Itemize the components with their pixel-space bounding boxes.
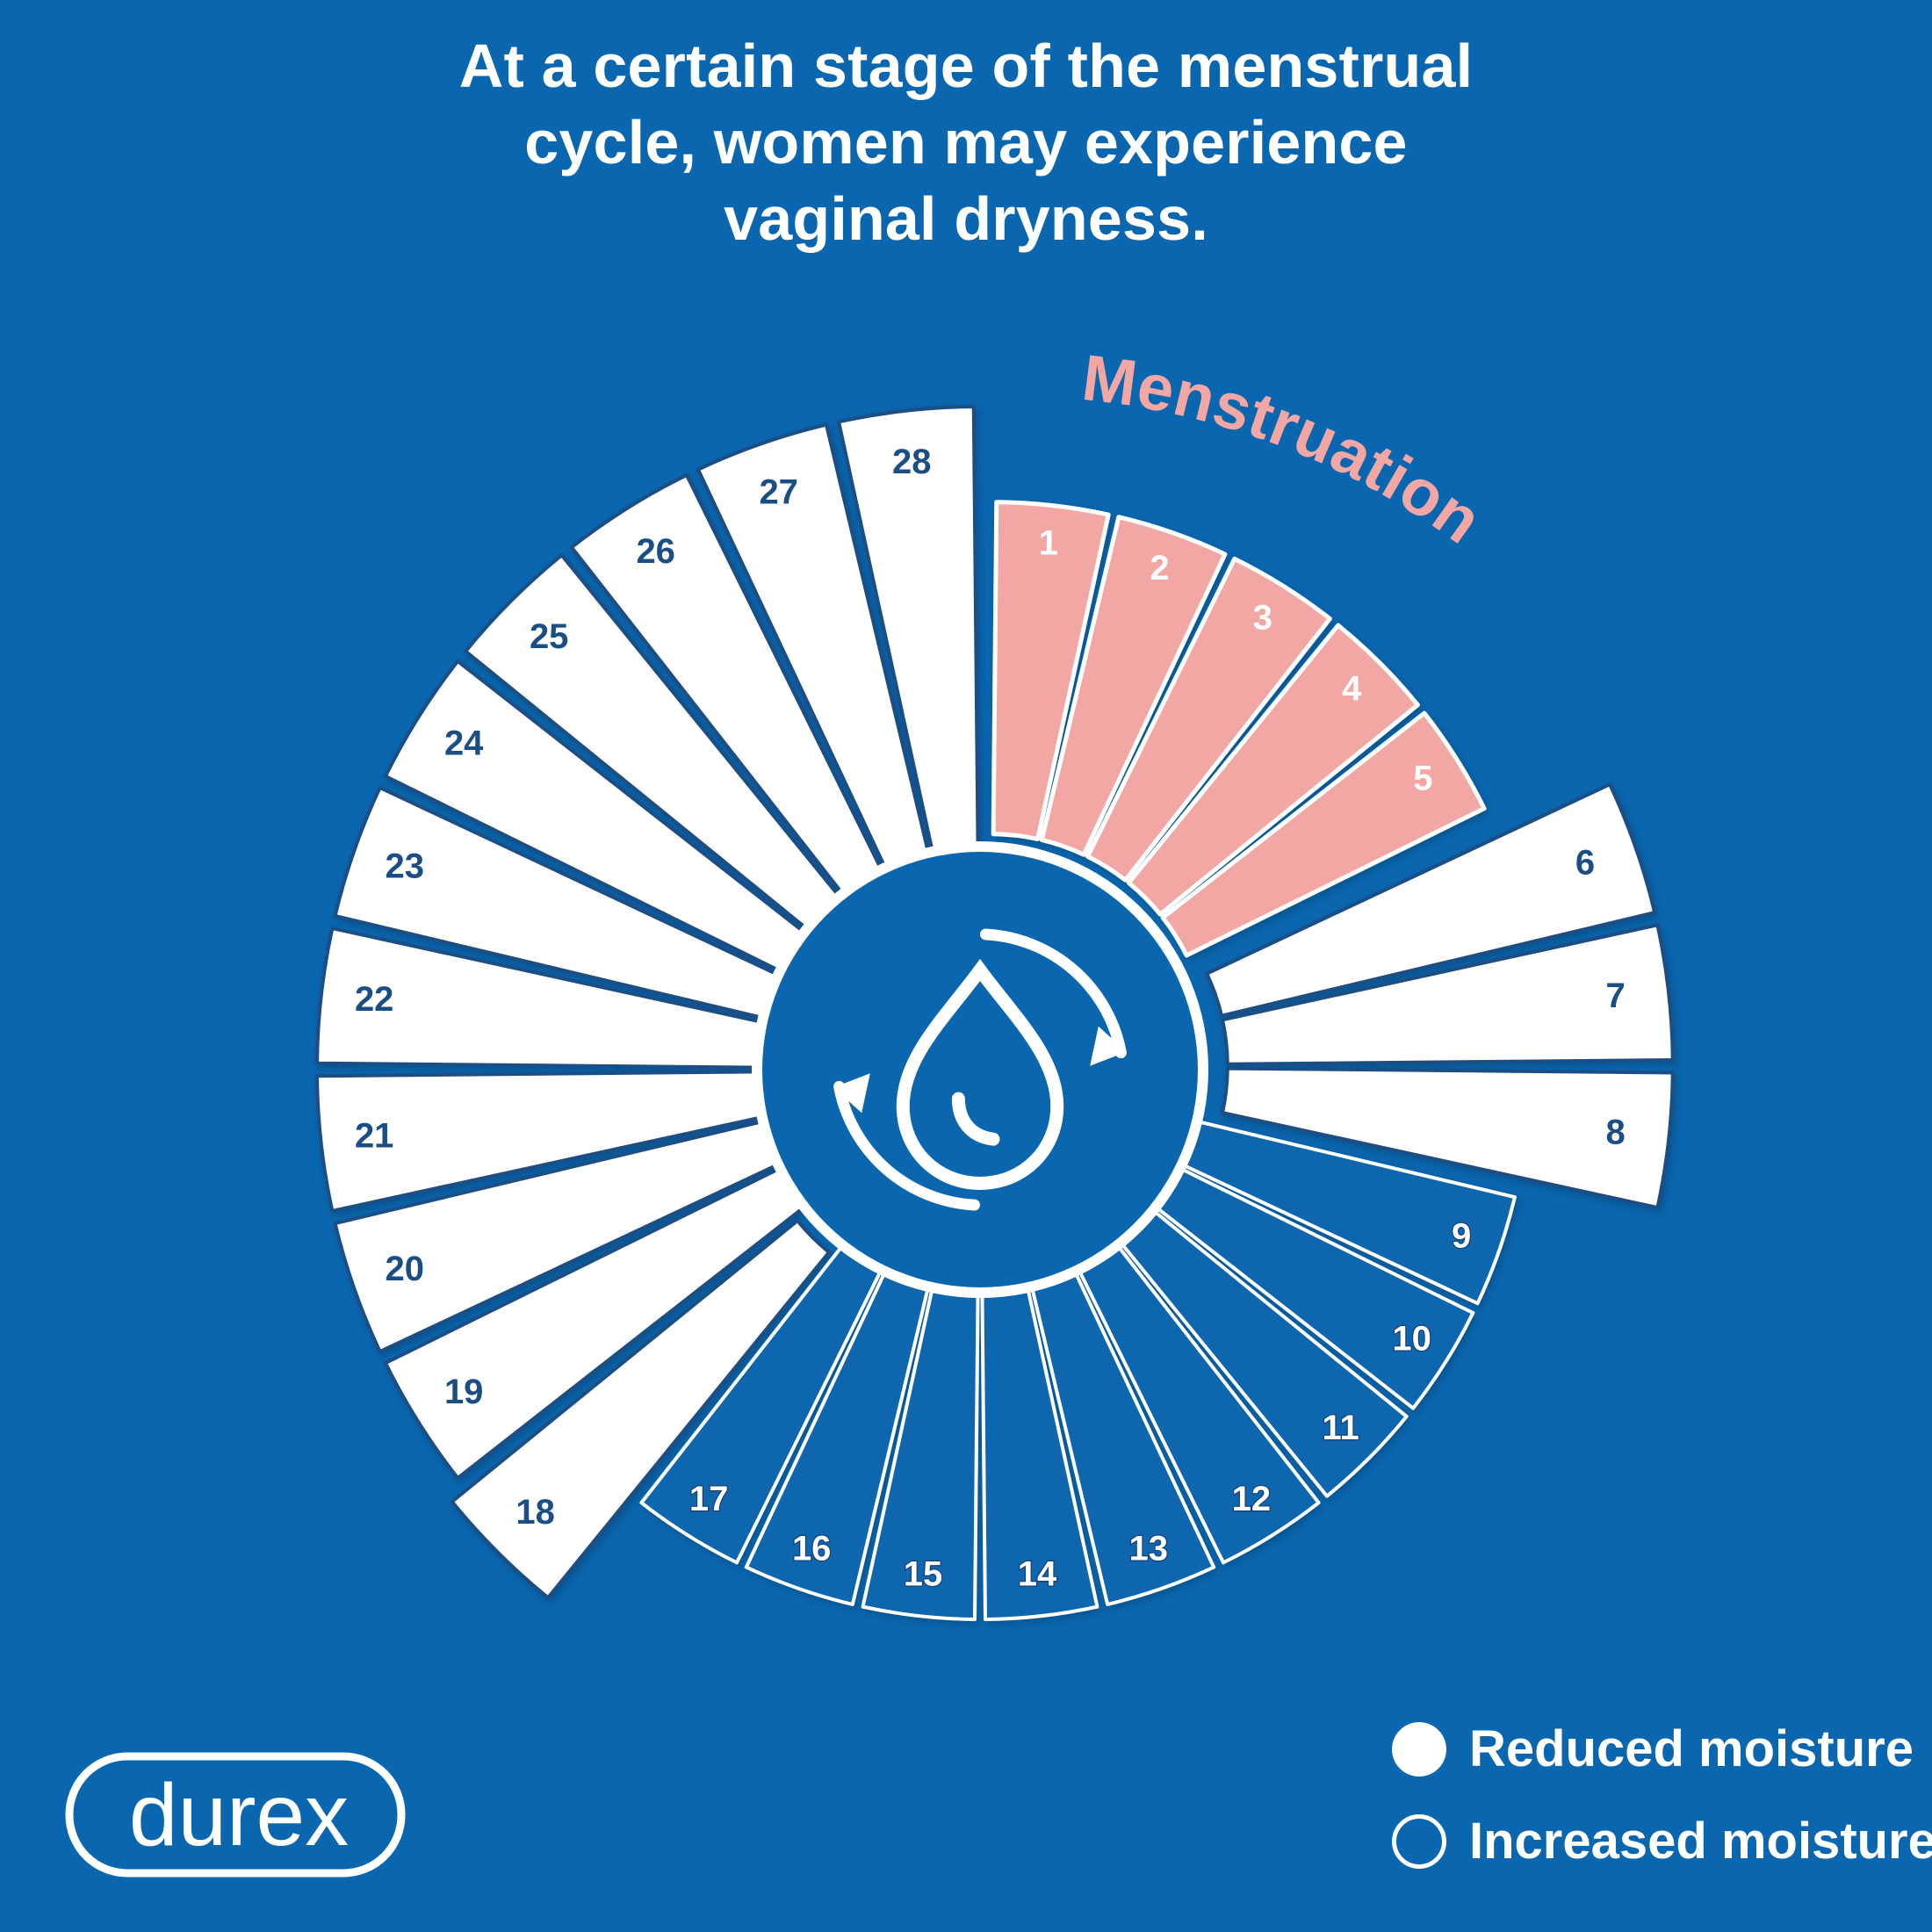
- svg-text:durex: durex: [129, 1766, 349, 1864]
- svg-text:Menstruation: Menstruation: [1078, 341, 1496, 558]
